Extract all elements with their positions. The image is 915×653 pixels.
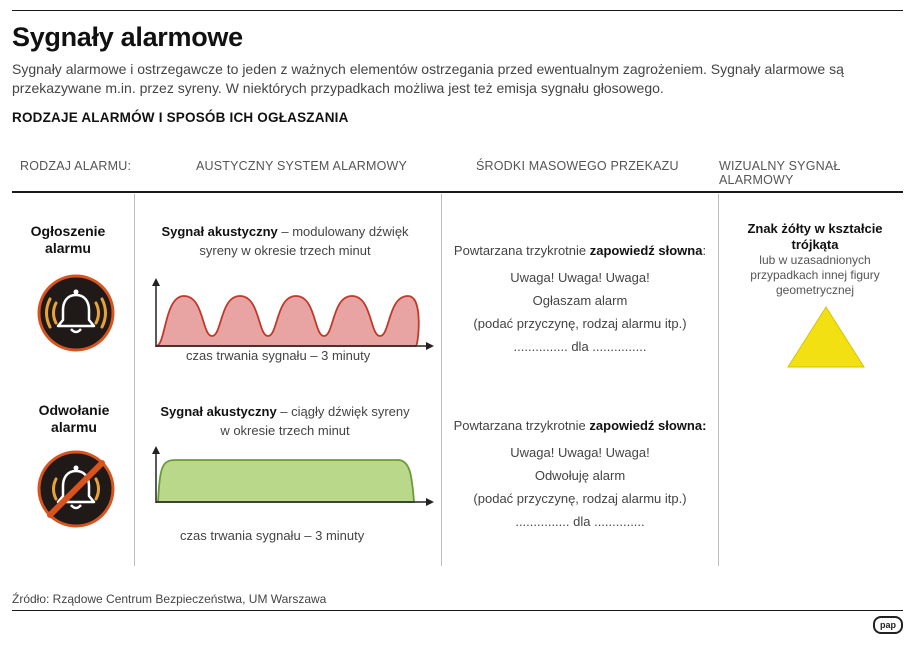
top-rule <box>12 10 903 11</box>
footer-rule <box>12 610 903 611</box>
media-line: Uwaga! Uwaga! Uwaga! <box>510 445 650 460</box>
visual-line: geometrycznej <box>775 283 855 297</box>
media-intro: Powtarzana trzykrotnie <box>453 418 590 433</box>
media-line: (podać przyczynę, rodzaj alarmu itp.) <box>473 316 687 331</box>
media-announcement-alarm-off: Powtarzana trzykrotnie zapowiedź słowna:… <box>443 414 717 533</box>
visual-bold-line: Znak żółty w kształcie <box>730 221 900 237</box>
media-intro-line: Powtarzana trzykrotnie zapowiedź słowna: <box>443 239 717 262</box>
column-header-visual: WIZUALNY SYGNAŁ ALARMOWY <box>719 159 841 187</box>
column-divider <box>134 194 135 566</box>
media-bold: zapowiedź słowna: <box>589 418 707 433</box>
row-label-line: Odwołanie <box>38 402 110 418</box>
media-intro: Powtarzana trzykrotnie <box>453 243 590 258</box>
signal-rest: – modulowany dźwięk <box>277 224 409 239</box>
yellow-triangle-icon <box>787 306 865 368</box>
column-divider <box>718 194 719 566</box>
row-label-alarm-on: Ogłoszenie alarmu <box>12 223 124 257</box>
steady-signal-graph <box>152 446 434 506</box>
source-note: Źródło: Rządowe Centrum Bezpieczeństwa, … <box>12 592 327 606</box>
modulated-wave <box>155 295 420 347</box>
visual-signal-description: Znak żółty w kształcie trójkąta lub w uz… <box>730 221 900 298</box>
media-line: ............... dla ............... <box>513 339 647 354</box>
column-header-type: RODZAJ ALARMU: <box>20 159 132 173</box>
signal-title: Sygnał akustyczny <box>160 404 277 419</box>
signal-line: Sygnał akustyczny – modulowany dźwięk <box>140 222 430 241</box>
visual-bold-text: trójkąta <box>791 237 839 252</box>
visual-bold-text: Znak żółty w kształcie <box>747 221 883 236</box>
row-label-line: alarmu <box>45 240 91 256</box>
pap-logo: pap <box>873 616 903 634</box>
media-colon: : <box>702 243 707 258</box>
row-label-line: Ogłoszenie <box>30 223 106 239</box>
media-intro-line: Powtarzana trzykrotnie zapowiedź słowna: <box>443 414 717 437</box>
signal-line: syreny w okresie trzech minut <box>199 243 371 258</box>
media-bold: zapowiedź słowna <box>589 243 703 258</box>
signal-line: Sygnał akustyczny – ciągły dźwięk syreny <box>140 402 430 421</box>
lead-paragraph: Sygnały alarmowe i ostrzegawcze to jeden… <box>12 61 844 96</box>
signal-title: Sygnał akustyczny <box>161 224 278 239</box>
bell-crossed-icon <box>37 450 115 528</box>
column-divider <box>441 194 442 566</box>
column-header-acoustic: AUSTYCZNY SYSTEM ALARMOWY <box>196 159 408 173</box>
signal-description-alarm-off: Sygnał akustyczny – ciągły dźwięk syreny… <box>140 402 430 440</box>
header-rule <box>12 191 903 193</box>
row-label-line: alarmu <box>51 419 97 435</box>
page-title: Sygnały alarmowe <box>12 22 243 52</box>
signal-rest: – ciągły dźwięk syreny <box>276 404 410 419</box>
column-header-media: ŚRODKI MASOWEGO PRZEKAZU <box>476 159 679 173</box>
steady-wave <box>157 459 415 503</box>
section-heading: RODZAJE ALARMÓW I SPOSÓB ICH OGŁASZANIA <box>12 110 349 125</box>
media-line: Ogłaszam alarm <box>532 293 628 308</box>
signal-duration-caption: czas trwania sygnału – 3 minuty <box>180 528 365 543</box>
signal-duration-caption: czas trwania sygnału – 3 minuty <box>186 348 371 363</box>
signal-line: w okresie trzech minut <box>220 423 350 438</box>
signal-description-alarm-on: Sygnał akustyczny – modulowany dźwięk sy… <box>140 222 430 260</box>
media-announcement-alarm-on: Powtarzana trzykrotnie zapowiedź słowna:… <box>443 239 717 358</box>
visual-bold-line: trójkąta <box>730 237 900 253</box>
media-line: Odwołuję alarm <box>534 468 626 483</box>
modulated-signal-graph <box>152 278 434 350</box>
row-label-alarm-off: Odwołanie alarmu <box>12 402 136 436</box>
visual-line: przypadkach innej figury <box>750 268 880 282</box>
media-line: (podać przyczynę, rodzaj alarmu itp.) <box>473 491 687 506</box>
media-line: Uwaga! Uwaga! Uwaga! <box>510 270 650 285</box>
media-line: ............... dla .............. <box>515 514 645 529</box>
visual-line: lub w uzasadnionych <box>759 253 871 267</box>
bell-icon <box>37 274 115 352</box>
